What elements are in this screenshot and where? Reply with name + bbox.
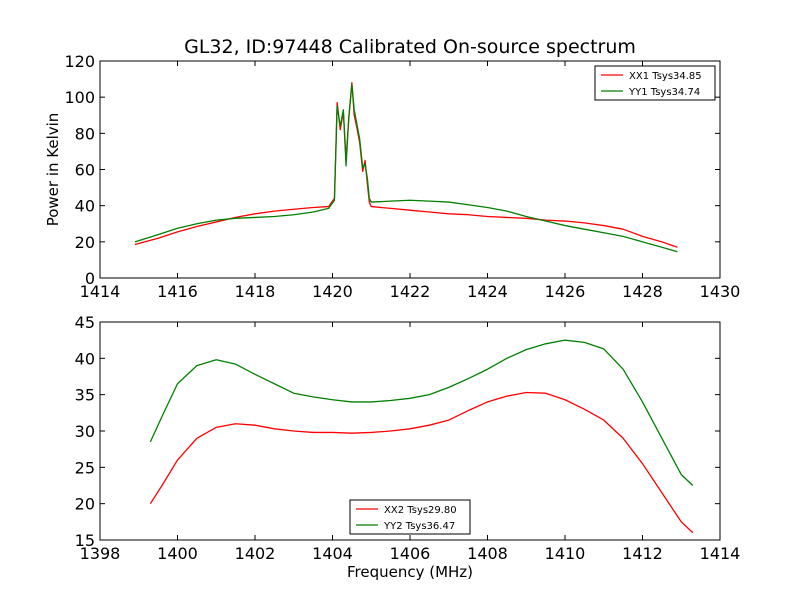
top-ytick-label: 20	[75, 233, 95, 252]
top-xtick-label: 1424	[467, 282, 508, 301]
bottom-xtick-label: 1412	[622, 544, 663, 563]
top-axes: 1414 1416 1418 1420 1422 1424 1426 1428 1430 0 20 4…	[44, 52, 740, 301]
top-xtick-label: 1414	[80, 282, 121, 301]
top-ytick-label: 60	[75, 161, 95, 180]
bottom-xtick-label: 1400	[157, 544, 198, 563]
bottom-series-line-2	[149, 339, 694, 486]
top-ytick-label: 80	[75, 124, 95, 143]
bottom-xtick-label: 1410	[545, 544, 586, 563]
top-ytick-label: 40	[75, 197, 95, 216]
bottom-ytick-label: 25	[75, 458, 95, 477]
bottom-ytick-label: 45	[75, 313, 95, 332]
top-xtick-label: 1416	[157, 282, 198, 301]
top-xtick-label: 1426	[545, 282, 586, 301]
top-legend: XX1 Tsys34.85 YY1 Tsys34.74	[594, 65, 716, 101]
bottom-xtick-label: 1414	[700, 544, 741, 563]
bottom-ytick-label: 30	[75, 422, 95, 441]
top-xtick-label: 1418	[235, 282, 276, 301]
bottom-legend-box	[349, 499, 471, 535]
top-xtick-label: 1420	[312, 282, 353, 301]
bottom-legend-label-2: YY2 Tsys36.47	[383, 521, 455, 532]
top-legend-label-1: XX1 Tsys34.85	[629, 71, 702, 82]
figure-title: GL32, ID:97448 Calibrated On-source spec…	[184, 36, 636, 58]
bottom-xtick-label: 1398	[80, 544, 121, 563]
bottom-xtick-label: 1406	[390, 544, 431, 563]
top-series-line-2	[134, 83, 678, 253]
top-ytick-label: 100	[64, 88, 95, 107]
top-ylabel: Power in Kelvin	[44, 113, 62, 227]
bottom-legend-label-1: XX2 Tsys29.80	[384, 505, 457, 516]
top-xtick-label: 1430	[700, 282, 741, 301]
bottom-series-line-1	[149, 391, 694, 534]
bottom-ytick-label: 40	[75, 349, 95, 368]
top-legend-box	[594, 65, 716, 101]
bottom-xtick-label: 1408	[467, 544, 508, 563]
bottom-ytick-label: 35	[75, 386, 95, 405]
top-ytick-label: 120	[64, 52, 95, 71]
bottom-ytick-label: 15	[75, 531, 95, 550]
bottom-xtick-label: 1402	[235, 544, 276, 563]
top-xtick-label: 1422	[390, 282, 431, 301]
bottom-legend: XX2 Tsys29.80 YY2 Tsys36.47	[349, 499, 471, 535]
bottom-ytick-label: 20	[75, 495, 95, 514]
top-ytick-label: 0	[85, 269, 95, 288]
top-xtick-label: 1428	[622, 282, 663, 301]
bottom-xlabel: Frequency (MHz)	[347, 563, 473, 581]
bottom-axes: 1398 1400 1402 1404 1406 1408 1410 1412 1414 15 20…	[75, 313, 741, 581]
bottom-xtick-label: 1404	[312, 544, 353, 563]
top-legend-label-2: YY1 Tsys34.74	[628, 87, 700, 98]
